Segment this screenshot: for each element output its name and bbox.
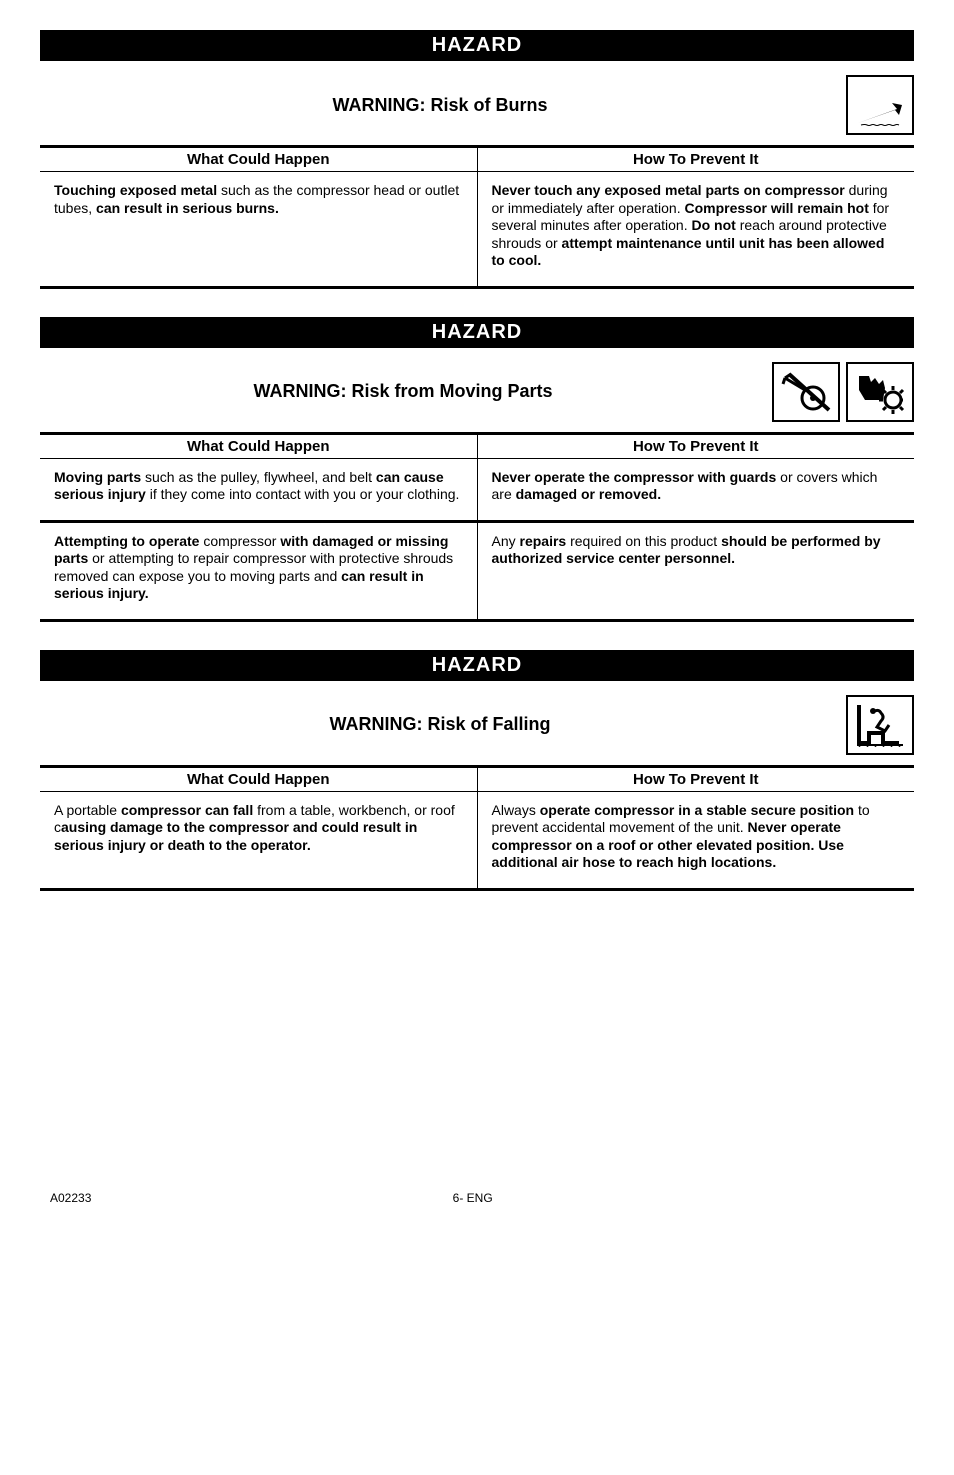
col-what-could-happen: What Could Happen — [40, 433, 477, 458]
page-footer: A022336- ENG — [40, 1191, 914, 1205]
col-what-could-happen: What Could Happen — [40, 147, 477, 172]
hazard-bar: HAZARD — [40, 650, 914, 681]
no-belt-icon — [772, 362, 840, 422]
warning-title: WARNING: Risk of Burns — [40, 95, 840, 116]
hazard-table: What Could HappenHow To Prevent ItA port… — [40, 765, 914, 891]
hand-gear-icon — [846, 362, 914, 422]
warning-title: WARNING: Risk from Moving Parts — [40, 381, 766, 402]
hazard-bar: HAZARD — [40, 30, 914, 61]
table-row: Moving parts such as the pulley, flywhee… — [40, 458, 914, 521]
cell-what: Touching exposed metal such as the compr… — [40, 172, 477, 288]
footer-left: A02233 — [50, 1191, 91, 1205]
cell-prevent: Never touch any exposed metal parts on c… — [477, 172, 914, 288]
cell-what: A portable compressor can fall from a ta… — [40, 791, 477, 889]
cell-what: Attempting to operate compressor with da… — [40, 521, 477, 620]
footer-center: 6- ENG — [91, 1191, 854, 1205]
cell-prevent: Any repairs required on this product sho… — [477, 521, 914, 620]
warning-row: WARNING: Risk from Moving Parts — [40, 362, 914, 422]
cell-what: Moving parts such as the pulley, flywhee… — [40, 458, 477, 521]
col-how-to-prevent: How To Prevent It — [477, 433, 914, 458]
warning-row: WARNING: Risk of Falling — [40, 695, 914, 755]
cell-prevent: Never operate the compressor with guards… — [477, 458, 914, 521]
col-how-to-prevent: How To Prevent It — [477, 766, 914, 791]
hot-surface-icon — [846, 75, 914, 135]
hazard-table: What Could HappenHow To Prevent ItMoving… — [40, 432, 914, 622]
warning-row: WARNING: Risk of Burns — [40, 75, 914, 135]
table-row: Attempting to operate compressor with da… — [40, 521, 914, 620]
cell-prevent: Always operate compressor in a stable se… — [477, 791, 914, 889]
hazard-table: What Could HappenHow To Prevent ItTouchi… — [40, 145, 914, 289]
trip-fall-icon — [846, 695, 914, 755]
table-row: A portable compressor can fall from a ta… — [40, 791, 914, 889]
table-row: Touching exposed metal such as the compr… — [40, 172, 914, 288]
col-what-could-happen: What Could Happen — [40, 766, 477, 791]
hazard-bar: HAZARD — [40, 317, 914, 348]
warning-title: WARNING: Risk of Falling — [40, 714, 840, 735]
col-how-to-prevent: How To Prevent It — [477, 147, 914, 172]
